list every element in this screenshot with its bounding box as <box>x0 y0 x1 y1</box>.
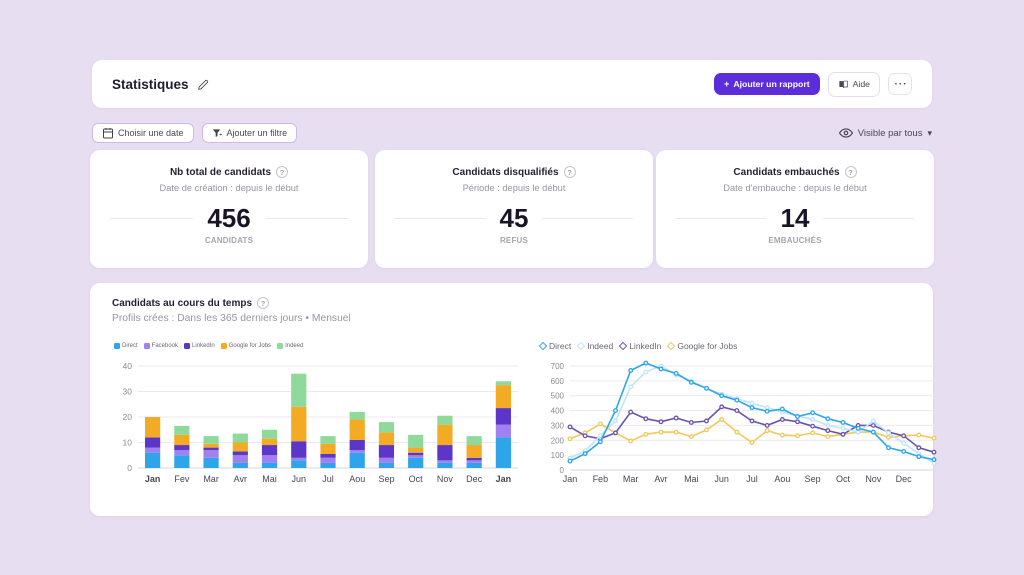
svg-text:Aou: Aou <box>349 474 365 484</box>
svg-text:Avr: Avr <box>234 474 247 484</box>
svg-text:30: 30 <box>123 387 133 397</box>
svg-text:Avr: Avr <box>654 474 667 484</box>
svg-text:Mar: Mar <box>623 474 639 484</box>
svg-text:Nov: Nov <box>437 474 454 484</box>
svg-text:Jan: Jan <box>496 474 512 484</box>
svg-text:100: 100 <box>551 451 565 460</box>
svg-text:Mai: Mai <box>684 474 699 484</box>
svg-text:600: 600 <box>551 377 565 386</box>
svg-text:Jan: Jan <box>563 474 578 484</box>
svg-text:Nov: Nov <box>865 474 882 484</box>
svg-text:Fev: Fev <box>174 474 190 484</box>
svg-text:Sep: Sep <box>378 474 394 484</box>
svg-text:500: 500 <box>551 392 565 401</box>
svg-text:300: 300 <box>551 421 565 430</box>
svg-text:40: 40 <box>123 361 133 371</box>
svg-text:700: 700 <box>551 362 565 371</box>
svg-text:Oct: Oct <box>836 474 851 484</box>
svg-text:Mar: Mar <box>203 474 219 484</box>
svg-text:200: 200 <box>551 436 565 445</box>
svg-text:Jun: Jun <box>714 474 729 484</box>
svg-text:Mai: Mai <box>262 474 277 484</box>
svg-text:Jan: Jan <box>145 474 161 484</box>
svg-text:20: 20 <box>123 412 133 422</box>
svg-text:Jul: Jul <box>322 474 334 484</box>
svg-text:0: 0 <box>127 463 132 473</box>
svg-text:Oct: Oct <box>409 474 424 484</box>
svg-text:400: 400 <box>551 407 565 416</box>
svg-text:Jun: Jun <box>292 474 307 484</box>
svg-text:Dec: Dec <box>466 474 483 484</box>
svg-text:Sep: Sep <box>805 474 821 484</box>
svg-text:Dec: Dec <box>896 474 913 484</box>
svg-text:Feb: Feb <box>593 474 609 484</box>
svg-text:Aou: Aou <box>774 474 790 484</box>
svg-text:10: 10 <box>123 438 133 448</box>
svg-text:Jul: Jul <box>746 474 758 484</box>
